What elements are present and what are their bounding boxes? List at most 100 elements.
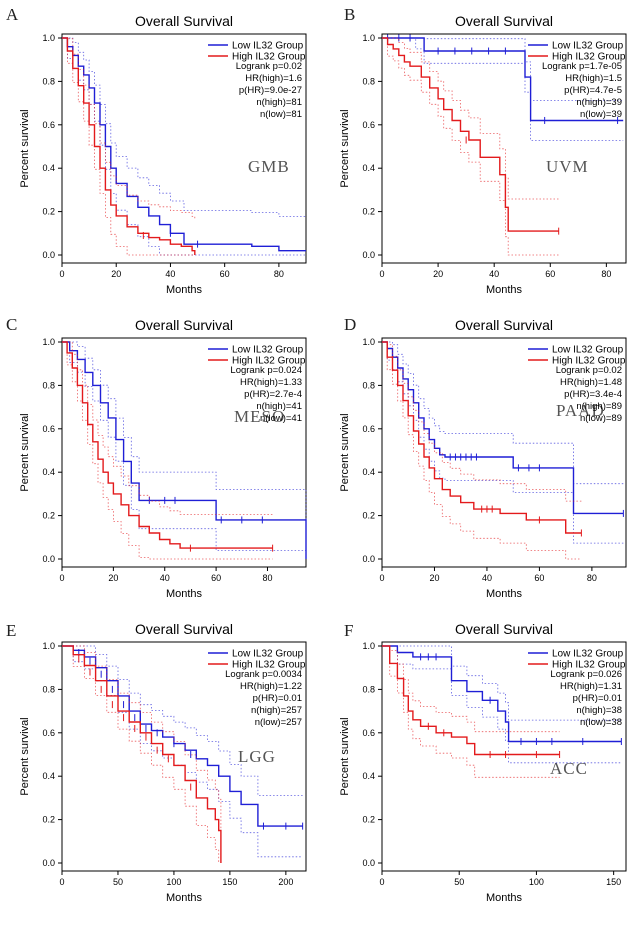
plot-frame [381,641,627,872]
ci-upper [62,341,273,515]
survival-curve [382,37,559,232]
ci-lower [382,645,560,778]
survival-curve [382,341,582,534]
y-axis-label: Percent survival [19,717,31,795]
stat-line: Logrank p=0.02 [556,365,622,376]
stat-line: Logrank p=0.02 [236,61,302,72]
y-tick-label: 1.0 [42,33,55,43]
x-tick-label: 80 [262,573,272,583]
y-tick-label: 0.4 [362,771,375,781]
x-axis-label: Months [166,588,203,600]
y-tick-label: 0.4 [362,163,375,173]
y-tick-label: 0.0 [362,554,375,564]
ci-upper [62,37,196,221]
stat-line: n(high)=81 [256,97,302,108]
panel-letter: F [344,621,353,640]
stat-line: n(high)=39 [576,97,622,108]
survival-curve [382,37,624,122]
y-tick-label: 0.4 [362,467,375,477]
panel-f: F Overall Survival 0.0 0.2 0.4 0.6 0.8 1.0 0 50 10… [339,621,627,904]
plot-title: Overall Survival [135,317,233,333]
ci-lower [382,645,622,764]
y-tick-label: 0.8 [42,684,55,694]
plot-frame [61,337,307,568]
stat-line: p(HR)=0.01 [253,693,302,704]
stat-line: HR(high)=1.33 [240,377,302,388]
x-tick-label: 80 [587,573,597,583]
legend-label: Low IL32 Group [232,649,304,660]
stat-line: p(HR)=9.0e-27 [239,85,302,96]
y-tick-label: 0.8 [362,684,375,694]
y-tick-label: 0.0 [42,858,55,868]
stat-line: n(low)=81 [260,109,302,120]
panel-b: B Overall Survival 0.0 0.2 0.4 0.6 0.8 1.0 0 20 40… [339,5,627,296]
ci-upper [62,37,306,217]
stat-line: HR(high)=1.22 [240,681,302,692]
plot-title: Overall Survival [455,13,553,29]
x-tick-label: 150 [222,877,237,887]
series-low [62,341,307,559]
y-tick-label: 0.2 [42,815,55,825]
x-tick-label: 80 [274,269,284,279]
x-axis-label: Months [486,588,523,600]
x-tick-label: 20 [433,269,443,279]
x-tick-label: 60 [220,269,230,279]
y-tick-label: 0.2 [42,207,55,217]
x-axis-label: Months [486,284,523,296]
y-tick-label: 1.0 [42,641,55,651]
cancer-type-label: GMB [248,157,290,176]
panel-d: D Overall Survival 0.0 0.2 0.4 0.6 0.8 1.0 0 20 40… [339,315,627,600]
x-tick-label: 40 [489,269,499,279]
stat-line: n(low)=39 [580,109,622,120]
x-tick-label: 40 [160,573,170,583]
stat-line: n(low)=257 [255,717,302,728]
stat-line: p(HR)=3.4e-4 [564,389,622,400]
ci-upper [382,341,582,502]
legend-label: High IL32 Group [552,356,626,367]
ci-lower [62,341,273,560]
x-tick-label: 150 [606,877,621,887]
panel-letter: D [344,315,356,334]
legend-label: High IL32 Group [552,660,626,671]
series-low [382,645,622,764]
plot-frame [61,33,307,264]
y-tick-label: 0.8 [362,76,375,86]
stat-line: HR(high)=1.48 [560,377,622,388]
y-tick-label: 0.4 [42,771,55,781]
x-tick-label: 80 [601,269,611,279]
panel-letter: E [6,621,16,640]
x-axis-label: Months [486,892,523,904]
stat-line: HR(high)=1.31 [560,681,622,692]
y-tick-label: 0.0 [362,858,375,868]
x-tick-label: 200 [278,877,293,887]
cancer-type-label: UVM [546,157,589,176]
cancer-type-label: MESO [234,407,285,426]
x-tick-label: 60 [211,573,221,583]
stat-line: Logrank p=1.7e-05 [542,61,622,72]
x-tick-label: 20 [429,573,439,583]
y-tick-label: 0.8 [42,76,55,86]
y-tick-label: 0.6 [42,424,55,434]
y-tick-label: 0.6 [42,120,55,130]
survival-curve [382,645,622,743]
x-tick-label: 100 [529,877,544,887]
ci-upper [382,645,560,733]
plot-frame [381,33,627,264]
y-tick-label: 0.6 [362,424,375,434]
y-axis-label: Percent survival [339,109,351,187]
x-tick-label: 40 [165,269,175,279]
stat-line: HR(high)=1.6 [245,73,302,84]
plot-title: Overall Survival [135,621,233,637]
x-tick-label: 40 [482,573,492,583]
cancer-type-label: LGG [238,747,276,766]
plot-title: Overall Survival [455,621,553,637]
y-tick-label: 0.0 [42,250,55,260]
stat-line: Logrank p=0.026 [550,669,622,680]
stat-line: n(low)=38 [580,717,622,728]
y-tick-label: 0.4 [42,467,55,477]
legend-label: Low IL32 Group [232,345,304,356]
stat-line: n(high)=257 [251,705,302,716]
legend-label: High IL32 Group [232,660,306,671]
x-axis-label: Months [166,284,203,296]
